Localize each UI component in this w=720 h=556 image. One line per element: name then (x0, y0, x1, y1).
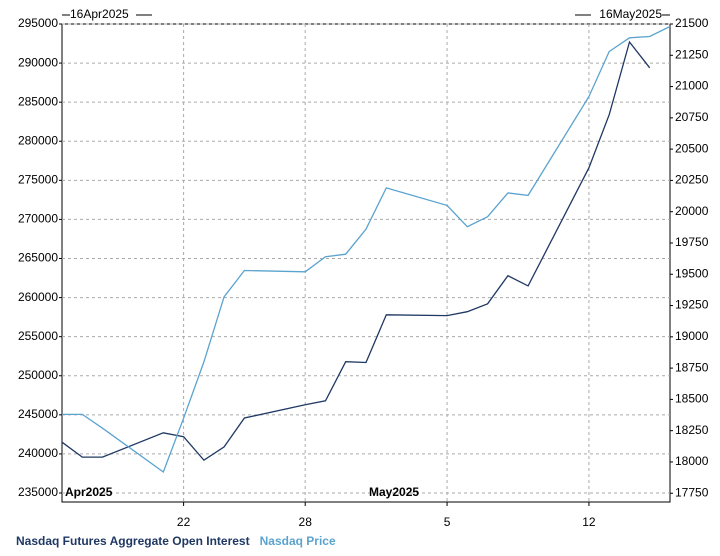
y2-tick-label: 17750 (675, 485, 709, 499)
y-tick-label: 280000 (18, 133, 58, 147)
y2-tick-label: 19250 (675, 298, 709, 312)
x-tick-label: 28 (299, 515, 313, 529)
y-tick-label: 295000 (18, 16, 58, 30)
series-line (62, 25, 671, 474)
month-label: Apr2025 (65, 485, 113, 499)
plot-frame (61, 23, 671, 503)
y-tick-label: 245000 (18, 407, 58, 421)
y2-tick-label: 21500 (675, 16, 709, 30)
y-tick-label: 255000 (18, 329, 58, 343)
series-line (61, 40, 651, 462)
y2-tick-label: 19750 (675, 235, 709, 249)
y-tick-label: 250000 (18, 368, 58, 382)
y2-tick-label: 18750 (675, 360, 709, 374)
y2-tick-label: 19500 (675, 266, 709, 280)
y2-tick-label: 20000 (675, 204, 709, 218)
y-tick-label: 235000 (18, 485, 58, 499)
y-tick-label: 240000 (18, 446, 58, 460)
x-tick-label: 5 (444, 515, 451, 529)
y-tick-label: 290000 (18, 55, 58, 69)
y2-tick-label: 19000 (675, 329, 709, 343)
range-end: 16May2025 (599, 7, 662, 21)
y2-tick-label: 20750 (675, 110, 709, 124)
y2-tick-label: 21000 (675, 79, 709, 93)
month-label: May2025 (369, 485, 419, 499)
legend-entry: Nasdaq Futures Aggregate Open Interest (16, 534, 250, 548)
y-tick-label: 260000 (18, 290, 58, 304)
y2-tick-label: 20250 (675, 173, 709, 187)
y-tick-label: 270000 (18, 212, 58, 226)
x-tick-label: 22 (177, 515, 191, 529)
y2-tick-label: 21250 (675, 47, 709, 61)
y-tick-label: 265000 (18, 251, 58, 265)
y2-tick-label: 18500 (675, 392, 709, 406)
x-tick-label: 12 (582, 515, 596, 529)
y2-tick-label: 18250 (675, 423, 709, 437)
y-tick-label: 275000 (18, 173, 58, 187)
y2-tick-label: 20500 (675, 141, 709, 155)
y-tick-label: 285000 (18, 94, 58, 108)
legend-entry: Nasdaq Price (260, 534, 336, 548)
y2-tick-label: 18000 (675, 454, 709, 468)
range-start: 16Apr2025 (70, 7, 129, 21)
